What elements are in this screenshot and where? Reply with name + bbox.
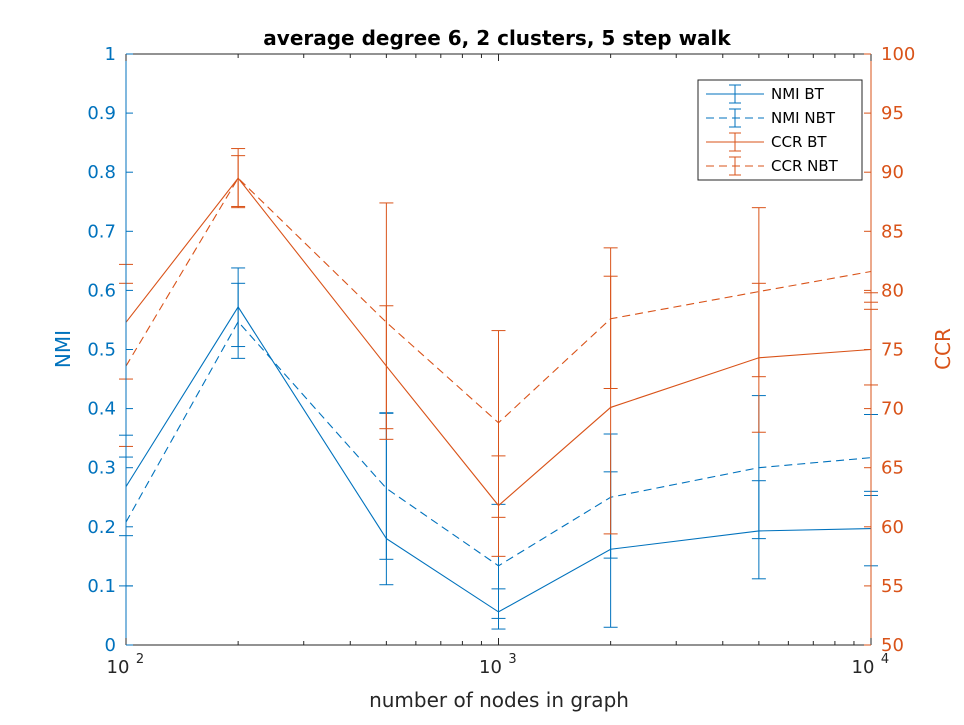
y-right-tick-label: 90 — [881, 162, 904, 183]
data-point — [498, 565, 499, 567]
x-tick-label: 10 — [479, 657, 502, 678]
y-right-tick-label: 50 — [881, 635, 904, 656]
y-right-tick-label: 95 — [881, 103, 904, 124]
y-left-tick-label: 0 — [105, 635, 116, 656]
y-left-tick-label: 0.8 — [87, 162, 116, 183]
x-tick-label: 10 — [107, 657, 130, 678]
data-point — [237, 321, 239, 323]
legend-label: CCR BT — [771, 133, 827, 151]
y-left-tick-label: 0.9 — [87, 103, 116, 124]
legend-entry: CCR NBT — [706, 156, 839, 176]
y-left-tick-label: 0.2 — [87, 517, 116, 538]
data-point — [385, 321, 387, 323]
y-left-tick-label: 0.3 — [87, 458, 116, 479]
legend-label: CCR NBT — [771, 157, 839, 175]
y-left-tick-label: 0.1 — [87, 576, 116, 597]
legend-label: NMI NBT — [771, 109, 836, 127]
y-right-tick-label: 75 — [881, 340, 904, 361]
y-right-tick-label: 70 — [881, 399, 904, 420]
y-left-tick-label: 0.4 — [87, 399, 116, 420]
x-tick-label: 10 — [852, 657, 875, 678]
y-right-tick-label: 100 — [881, 44, 915, 65]
x-tick-label-exponent: 4 — [881, 652, 889, 667]
y-right-tick-label: 60 — [881, 517, 904, 538]
data-point — [758, 467, 760, 469]
y-left-tick-label: 1 — [105, 44, 116, 65]
y-axis-right-label: CCR — [931, 328, 955, 370]
y-left-tick-label: 0.7 — [87, 221, 116, 242]
y-axis-left-label: NMI — [51, 330, 75, 368]
legend-label: NMI BT — [771, 85, 825, 103]
legend-entry: NMI NBT — [706, 108, 836, 128]
legend-entry: CCR BT — [706, 132, 827, 152]
y-right-tick-label: 55 — [881, 576, 904, 597]
x-axis-label: number of nodes in graph — [369, 688, 629, 712]
data-point — [610, 406, 612, 408]
y-right-tick-label: 80 — [881, 280, 904, 301]
y-left-tick-label: 0.6 — [87, 280, 116, 301]
data-point — [498, 422, 499, 424]
legend-box — [697, 79, 863, 181]
data-point — [610, 318, 612, 320]
x-tick-label-exponent: 2 — [136, 652, 144, 667]
axes: 10 2 10 3 10 4 0 0.1 0.2 0.3 0.4 0.5 0.6 0.7 0.8 0.9 1 50… — [87, 44, 915, 678]
data-point — [385, 487, 387, 489]
legend-entry: NMI BT — [706, 84, 825, 104]
y-right-tick-label: 65 — [881, 458, 904, 479]
chart-title: average degree 6, 2 clusters, 5 step wal… — [263, 26, 731, 50]
data-point — [758, 291, 760, 293]
y-right-tick-label: 85 — [881, 221, 904, 242]
y-left-tick-label: 0.5 — [87, 340, 116, 361]
data-point — [237, 177, 239, 179]
x-tick-label-exponent: 3 — [508, 652, 516, 667]
legend: NMI BT NMI NBT CCR BT CCR NBT — [697, 79, 863, 181]
